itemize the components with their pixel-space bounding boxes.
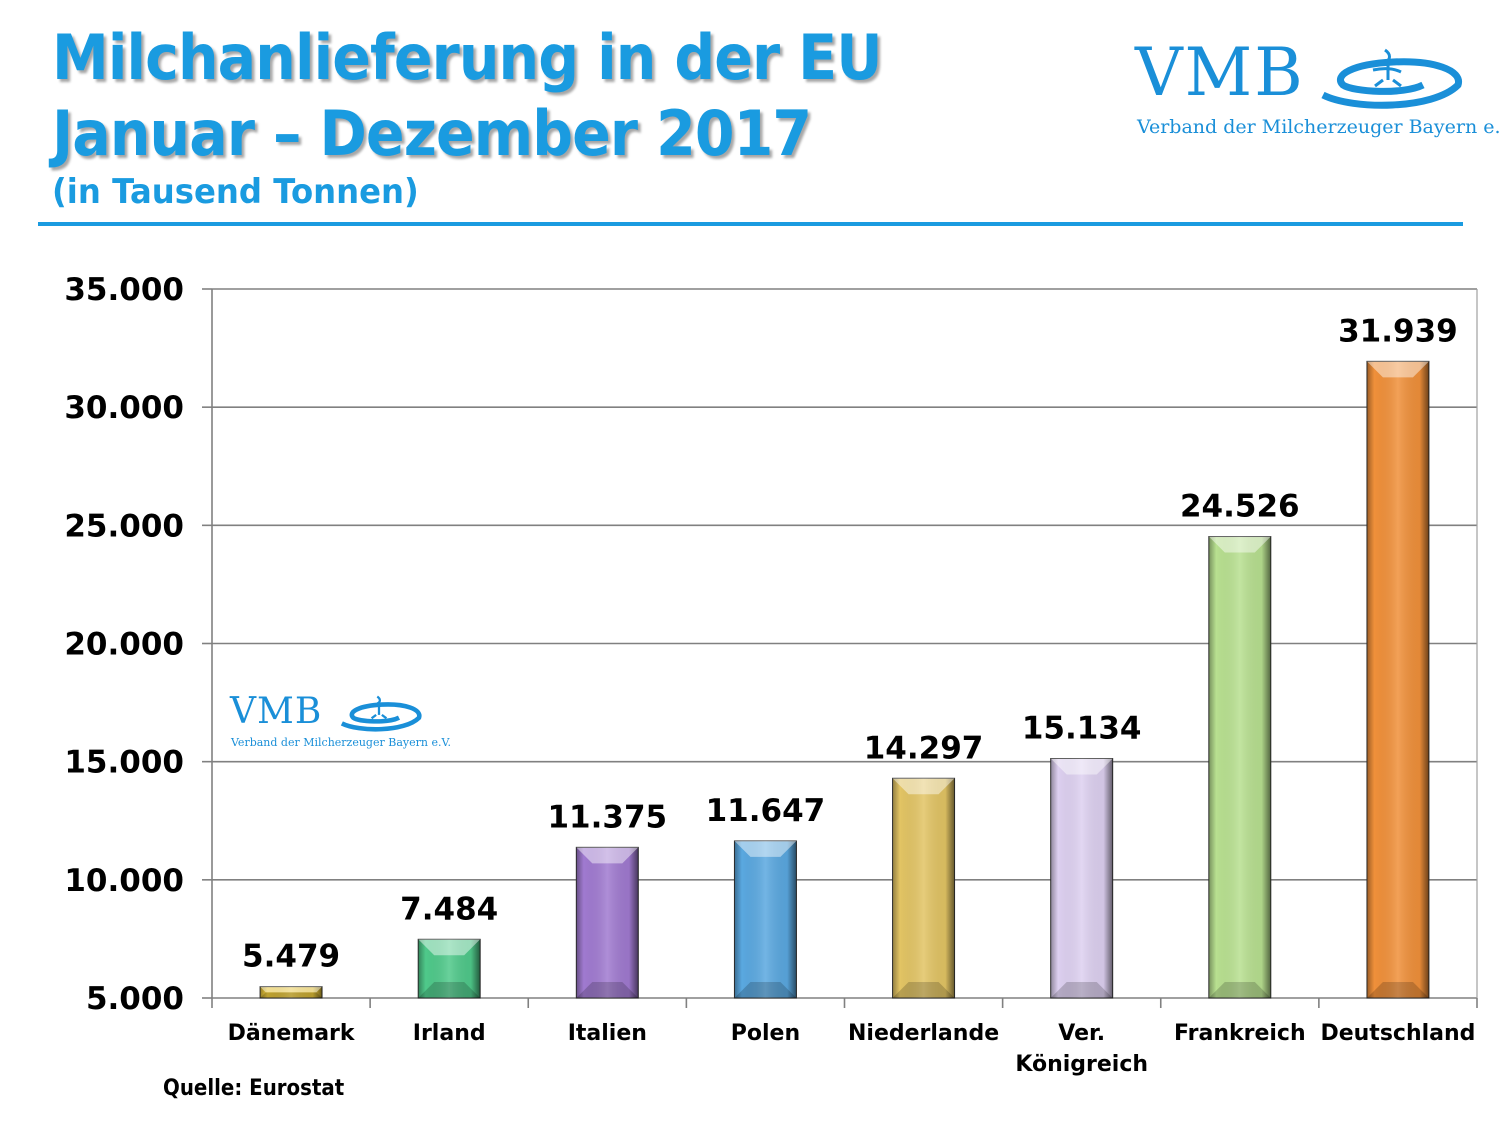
value-label: 11.375 bbox=[547, 799, 667, 835]
vmb-logo-chart: VMB Verband der Milcherzeuger Bayern e.V… bbox=[230, 691, 451, 754]
x-category-label: Königreich bbox=[1015, 1052, 1148, 1077]
value-label: 31.939 bbox=[1338, 313, 1458, 349]
x-category-label: Ver. bbox=[1058, 1021, 1105, 1046]
bar-bevel-top bbox=[576, 847, 639, 864]
bar-bevel-top bbox=[1366, 361, 1429, 378]
source-note: Quelle: Eurostat bbox=[163, 1076, 345, 1101]
bar-bevel-bottom bbox=[1208, 982, 1271, 998]
title-line-2: Januar – Dezember 2017 bbox=[52, 97, 812, 170]
bar-shading bbox=[1208, 536, 1271, 998]
bar-shading bbox=[260, 986, 323, 998]
y-tick-label: 25.000 bbox=[64, 508, 184, 544]
y-tick-label: 10.000 bbox=[64, 863, 184, 899]
x-category-label: Deutschland bbox=[1320, 1021, 1475, 1046]
y-tick-label: 15.000 bbox=[64, 745, 184, 781]
logo-swirl-icon bbox=[1321, 48, 1462, 109]
bar-bevel-bottom bbox=[1366, 982, 1429, 998]
bar-bevel-top bbox=[418, 939, 481, 956]
x-category-label: Italien bbox=[568, 1021, 647, 1046]
bar-bevel-bottom bbox=[734, 982, 797, 998]
bar-shading bbox=[576, 847, 639, 998]
y-tick-label: 5.000 bbox=[86, 981, 184, 1017]
x-category-label: Dänemark bbox=[228, 1021, 356, 1046]
logo-swirl-icon-small bbox=[340, 695, 422, 732]
value-label: 14.297 bbox=[864, 730, 984, 766]
bar-bevel-top bbox=[892, 778, 955, 795]
logo-abbr: VMB bbox=[1135, 34, 1305, 111]
value-label: 7.484 bbox=[400, 891, 498, 927]
title-line-1: Milchanlieferung in der EU bbox=[52, 21, 883, 94]
bar-shading bbox=[1366, 361, 1429, 998]
value-label: 5.479 bbox=[242, 939, 340, 975]
bar-bevel-bottom bbox=[418, 982, 481, 998]
logo-full-name-small: Verband der Milcherzeuger Bayern e.V. bbox=[231, 736, 451, 749]
bar-bevel-bottom bbox=[260, 992, 323, 998]
y-tick-label: 35.000 bbox=[64, 272, 184, 308]
bar-shading bbox=[1050, 758, 1113, 998]
bar-bevel-bottom bbox=[892, 982, 955, 998]
bar-shading bbox=[734, 840, 797, 998]
bar-bevel-top bbox=[734, 840, 797, 857]
y-tick-label: 20.000 bbox=[64, 627, 184, 663]
bar-shading bbox=[418, 939, 481, 998]
bar-shading bbox=[892, 778, 955, 998]
bar-bevel-top bbox=[260, 986, 323, 993]
x-category-label: Frankreich bbox=[1174, 1021, 1306, 1046]
x-category-label: Irland bbox=[413, 1021, 486, 1046]
bar-bevel-top bbox=[1050, 758, 1113, 775]
vmb-logo-top: VMB Verband der Milcherzeuger Bayern e.V… bbox=[1135, 34, 1500, 146]
y-tick-label: 30.000 bbox=[64, 390, 184, 426]
bar-bevel-top bbox=[1208, 536, 1271, 553]
x-category-label: Polen bbox=[731, 1021, 800, 1046]
title-underline bbox=[38, 222, 1463, 226]
subtitle: (in Tausend Tonnen) bbox=[52, 172, 419, 212]
title-block: Milchanlieferung in der EU Januar – Deze… bbox=[52, 20, 954, 212]
x-category-label: Niederlande bbox=[848, 1021, 999, 1046]
logo-full-name: Verband der Milcherzeuger Bayern e.V. bbox=[1137, 116, 1500, 138]
bar-bevel-bottom bbox=[576, 982, 639, 998]
value-label: 11.647 bbox=[706, 793, 826, 829]
value-label: 24.526 bbox=[1180, 489, 1300, 525]
logo-abbr-small: VMB bbox=[230, 691, 323, 732]
bar-bevel-bottom bbox=[1050, 982, 1113, 998]
value-label: 15.134 bbox=[1022, 710, 1142, 746]
